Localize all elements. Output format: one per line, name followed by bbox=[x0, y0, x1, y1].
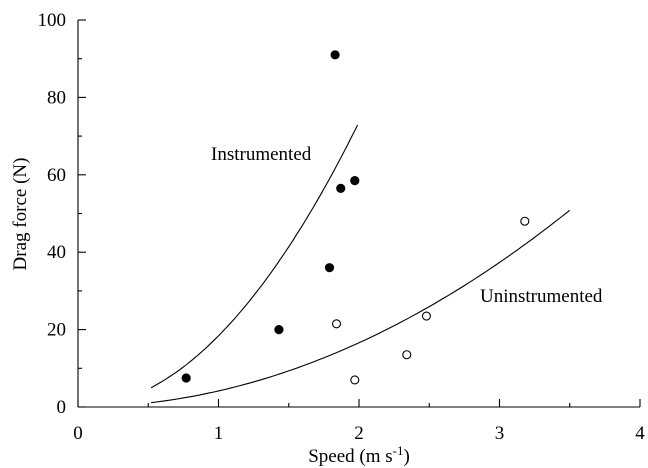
y-tick-label: 40 bbox=[47, 242, 66, 263]
instrumented-point bbox=[324, 263, 335, 273]
x-tick-label: 3 bbox=[495, 423, 505, 444]
x-tick-label: 1 bbox=[214, 423, 224, 444]
x-tick-label: 4 bbox=[635, 423, 645, 444]
y-tick-label: 0 bbox=[57, 397, 67, 418]
instrumented-point bbox=[336, 183, 346, 193]
uninstrumented-point bbox=[421, 311, 431, 321]
data-points bbox=[181, 50, 530, 385]
x-axis-title: Speed (m s-1) bbox=[308, 443, 410, 467]
x-axis-title-superscript: -1 bbox=[393, 443, 404, 458]
instrumented-point bbox=[181, 373, 191, 383]
y-tick-label: 20 bbox=[47, 320, 66, 341]
uninstrumented-point bbox=[350, 375, 360, 385]
uninstrumented-point bbox=[402, 350, 412, 360]
x-tick-label: 2 bbox=[354, 423, 364, 444]
x-axis-title-suffix: ) bbox=[403, 446, 409, 467]
y-tick-label: 100 bbox=[38, 10, 67, 31]
ticks bbox=[77, 19, 641, 408]
instrumented-point bbox=[274, 324, 284, 335]
series-label-instrumented: Instrumented bbox=[211, 144, 312, 165]
y-tick-label: 80 bbox=[47, 87, 66, 108]
uninstrumented-point bbox=[331, 319, 342, 329]
labels: Drag force (N) Speed (m s-1) Instrumente… bbox=[10, 144, 603, 467]
fit-curves bbox=[150, 124, 571, 404]
fit-curve-uninstrumented bbox=[151, 209, 571, 404]
x-tick-label: 0 bbox=[73, 423, 83, 444]
series-label-uninstrumented: Uninstrumented bbox=[480, 286, 603, 307]
y-axis-title: Drag force (N) bbox=[10, 158, 31, 271]
axes bbox=[77, 20, 640, 408]
fit-curve-instrumented bbox=[150, 124, 359, 389]
y-tick-label: 60 bbox=[47, 165, 66, 186]
x-axis-title-main: Speed (m s bbox=[308, 446, 392, 467]
instrumented-point bbox=[330, 50, 340, 60]
instrumented-point bbox=[350, 176, 360, 186]
uninstrumented-point bbox=[520, 216, 530, 226]
